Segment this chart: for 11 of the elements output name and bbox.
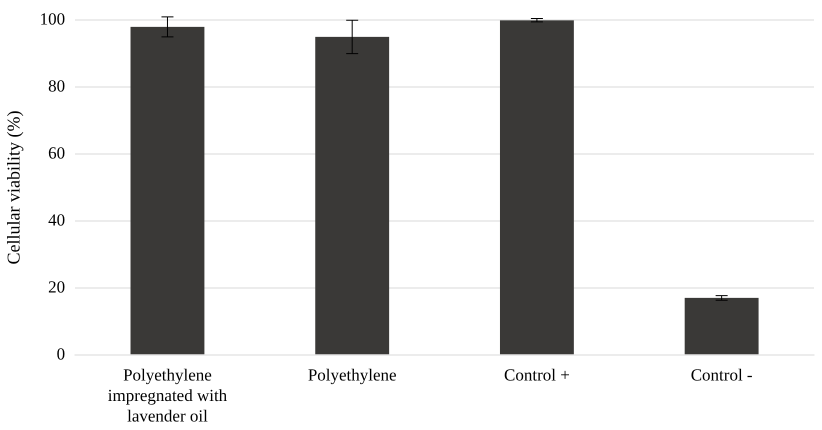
y-tick-label: 100 [40,10,66,29]
y-tick-label: 40 [48,210,66,230]
y-tick-label: 80 [48,76,66,96]
y-axis-title: Cellular viability (%) [4,110,24,264]
x-tick-label: Control - [690,365,753,384]
x-tick-label: Polyethylene impregnated with lavender oil [108,365,228,426]
y-tick-label: 20 [48,277,66,296]
x-tick-label: Polyethylene [308,365,397,384]
x-tick-label: Control + [504,365,570,384]
y-tick-label: 0 [56,344,66,364]
y-tick-label: 60 [48,144,66,163]
